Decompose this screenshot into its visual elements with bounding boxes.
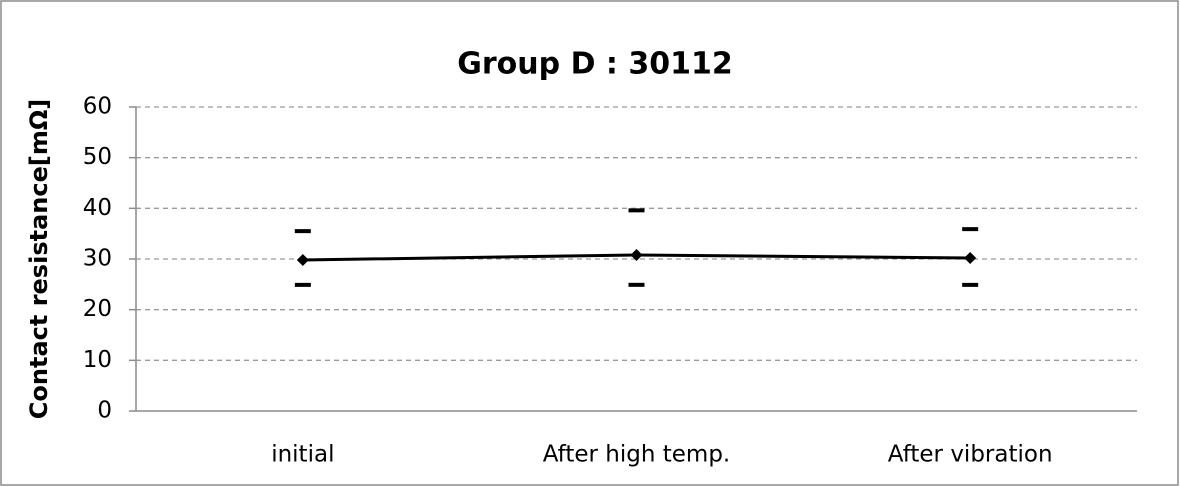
y-tick-label: 10: [83, 347, 112, 373]
y-tick-label: 20: [83, 296, 112, 322]
x-tick-label: After vibration: [888, 442, 1053, 468]
y-tick-label: 40: [83, 195, 112, 221]
y-tick-label: 60: [83, 94, 112, 120]
point-marker: [964, 251, 977, 264]
point-marker: [630, 248, 643, 261]
chart-title: Group D : 30112: [457, 47, 732, 82]
x-tick-label: After high temp.: [543, 442, 730, 468]
point-marker: [296, 254, 309, 267]
y-tick-label: 30: [83, 246, 112, 272]
x-tick-label: initial: [271, 442, 334, 468]
y-tick-label: 0: [97, 398, 112, 424]
y-tick-label: 50: [83, 144, 112, 170]
y-axis-label: Contact resistance[mΩ]: [25, 99, 53, 419]
